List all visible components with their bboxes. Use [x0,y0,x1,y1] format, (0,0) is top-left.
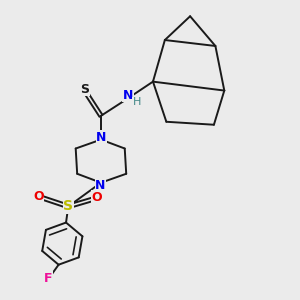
Text: O: O [91,191,102,204]
Text: S: S [63,200,73,214]
Text: N: N [122,88,133,101]
Text: H: H [132,98,141,107]
Text: N: N [96,131,107,144]
Text: F: F [44,272,52,285]
Text: N: N [95,178,106,192]
Text: S: S [80,82,89,96]
Text: O: O [33,190,44,202]
